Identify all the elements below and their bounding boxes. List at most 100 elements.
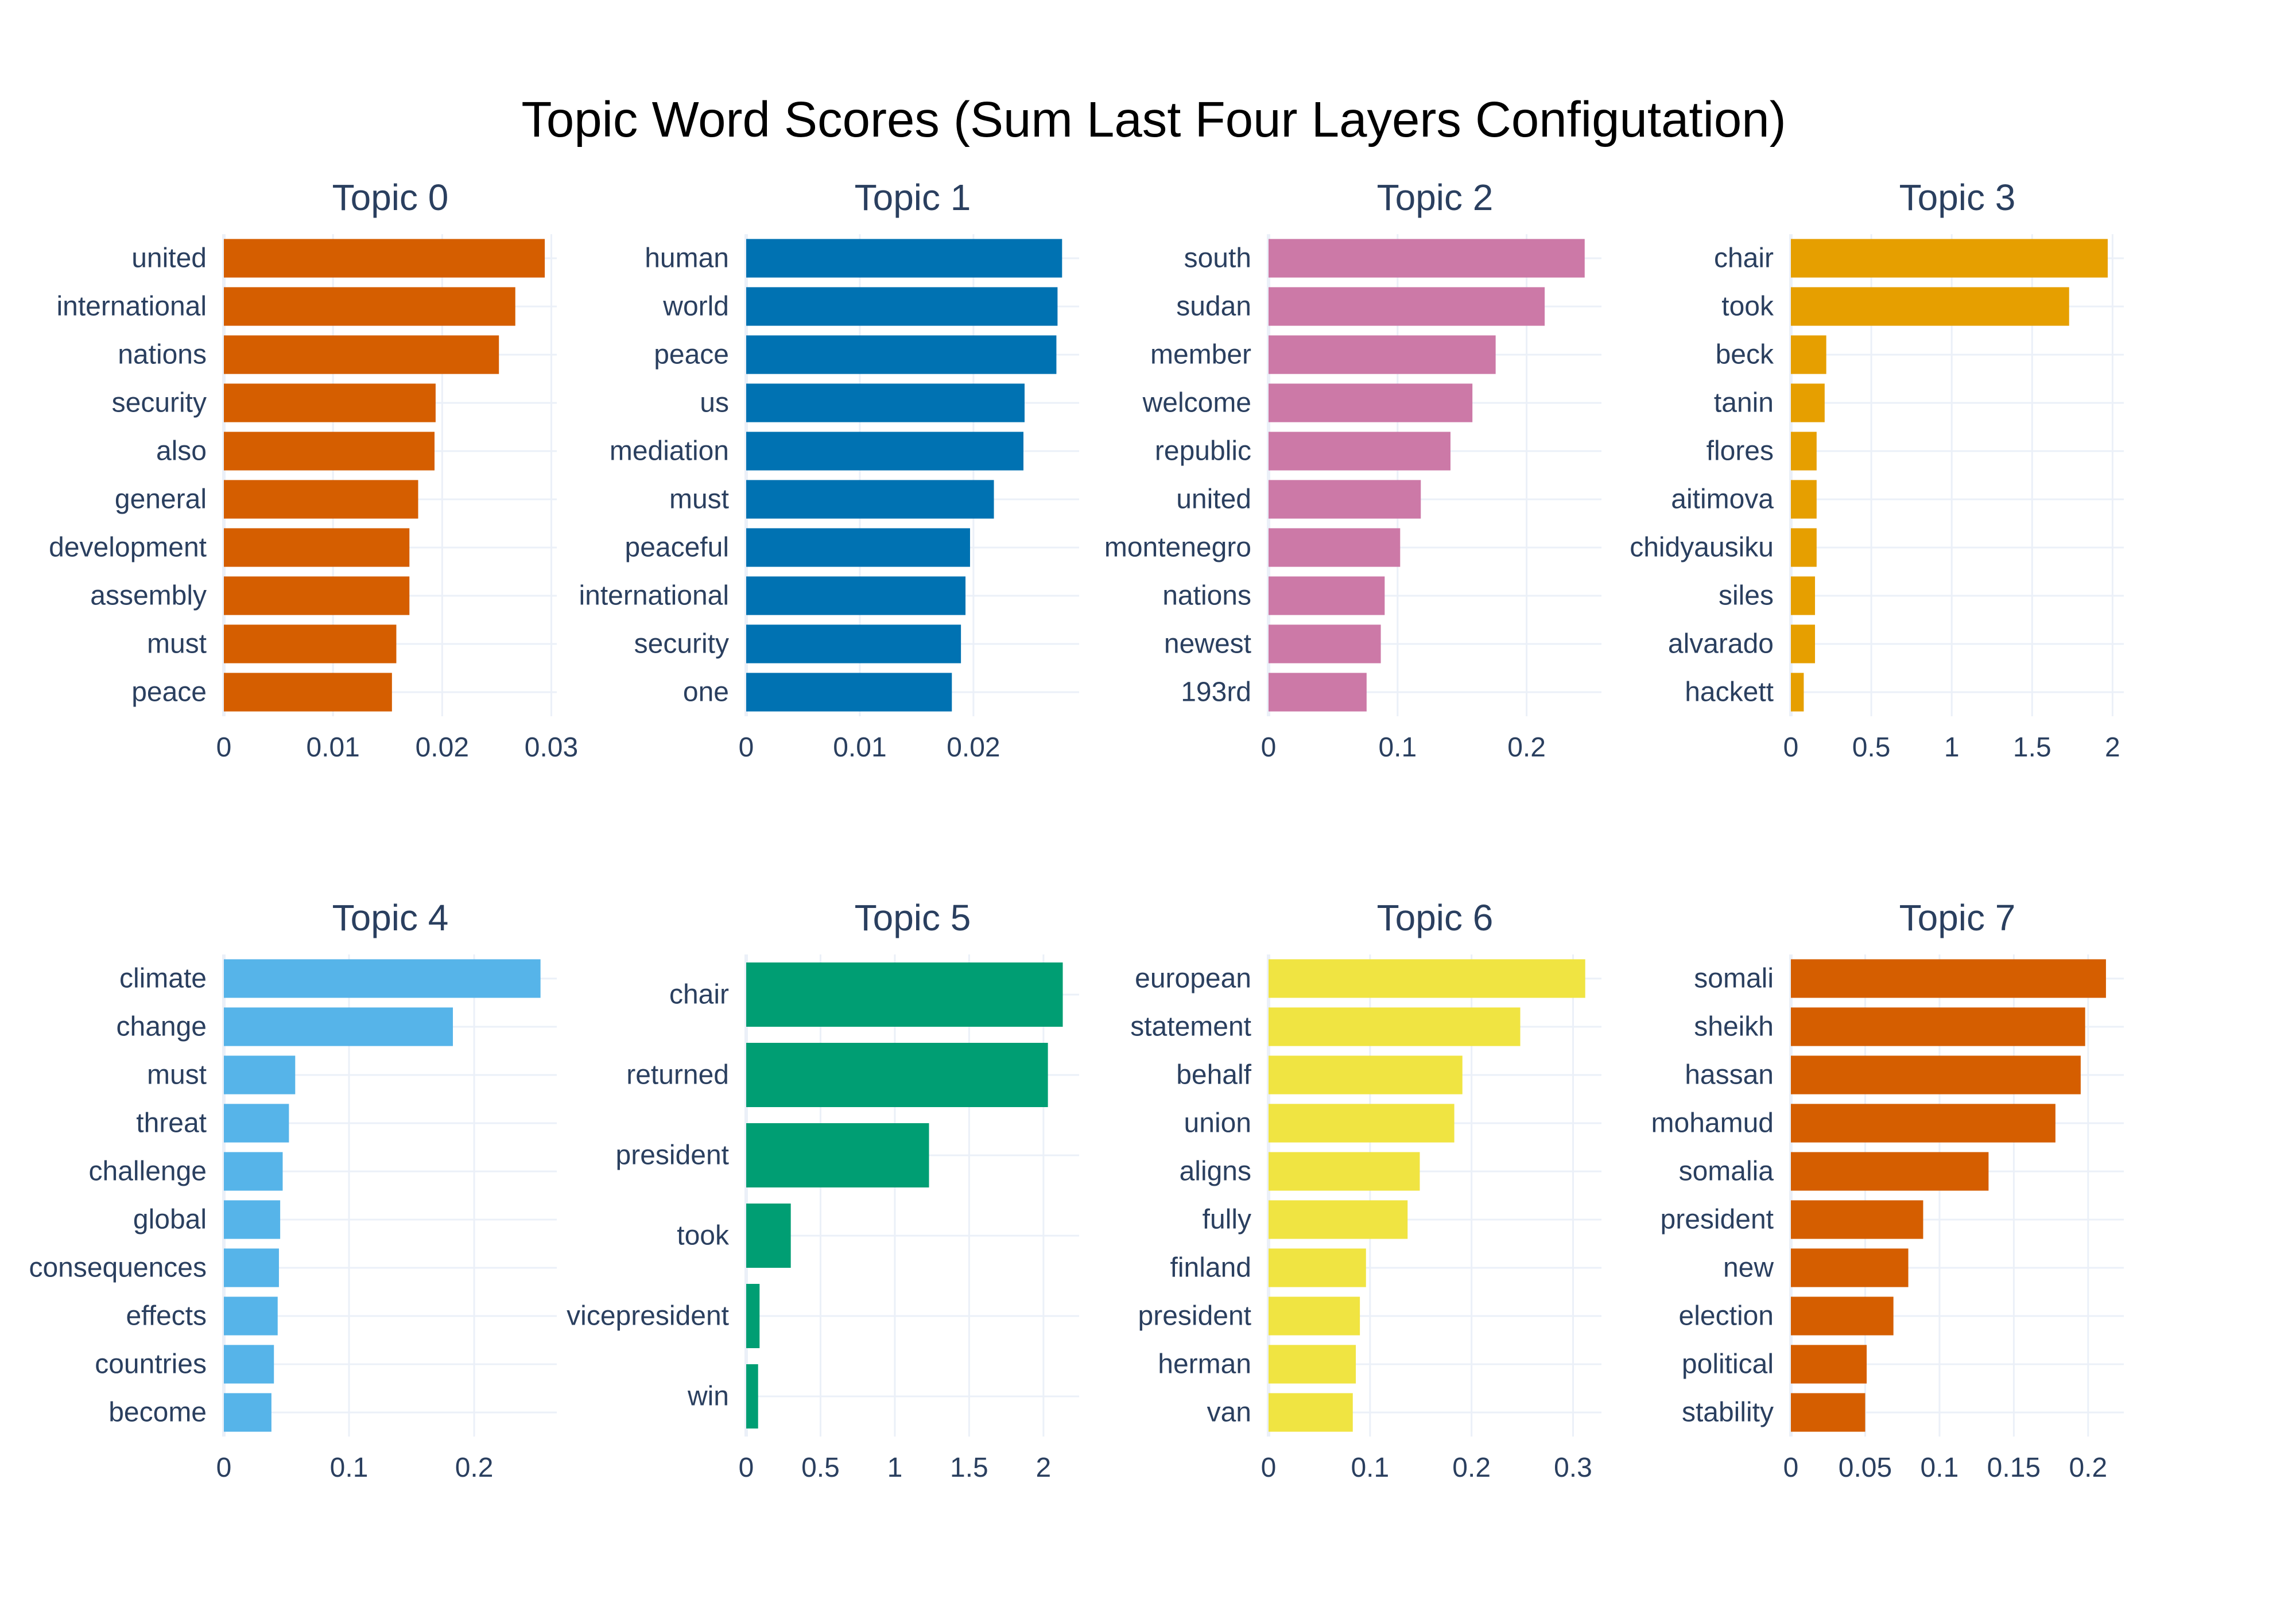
bar-united (1269, 480, 1421, 519)
category-label: president (616, 1140, 729, 1171)
bar-president (1269, 1297, 1360, 1336)
category-label: peace (654, 340, 729, 370)
subplot-title: Topic 4 (332, 897, 449, 938)
category-label: security (112, 388, 207, 418)
x-tick-label: 2 (2105, 732, 2120, 763)
bar-us (746, 383, 1025, 422)
category-label: consequences (29, 1253, 207, 1283)
bar-siles (1791, 576, 1816, 615)
bar-union (1269, 1104, 1455, 1143)
bar-security (224, 383, 436, 422)
x-tick-label: 1 (1944, 732, 1960, 763)
category-label: international (56, 292, 207, 322)
bar-climate (224, 959, 541, 998)
topic-panel-5: chair returned president took vicepresident w… (567, 897, 1079, 1483)
category-label: aitimova (1671, 484, 1774, 515)
category-label: alvarado (1668, 629, 1774, 659)
bar-development (224, 528, 410, 567)
bar-assembly (224, 576, 410, 615)
category-label: hackett (1685, 677, 1774, 708)
topic-panel-3: chair took beck tanin flores aitimova chidyaus… (1630, 177, 2124, 763)
bar-world (746, 287, 1058, 326)
category-label: international (579, 581, 729, 611)
x-tick-label: 0.1 (1378, 732, 1417, 763)
bar-european (1269, 959, 1585, 998)
category-label: took (677, 1221, 730, 1251)
bar-aitimova (1791, 480, 1817, 519)
x-tick-label: 0.2 (1507, 732, 1546, 763)
bar-returned (746, 1043, 1048, 1107)
bar-took (1791, 287, 2069, 326)
x-tick-label: 0.1 (330, 1453, 369, 1483)
bar-peaceful (746, 528, 970, 567)
bar-sheikh (1791, 1007, 2085, 1046)
category-label: welcome (1142, 388, 1251, 418)
category-label: sudan (1176, 292, 1251, 322)
category-label: also (156, 436, 207, 467)
bar-flores (1791, 432, 1817, 471)
category-label: president (1138, 1301, 1251, 1332)
x-tick-label: 0.3 (1554, 1453, 1592, 1483)
category-label: hassan (1685, 1060, 1774, 1090)
bar-global (224, 1200, 281, 1239)
category-label: security (634, 629, 729, 659)
category-label: flores (1707, 436, 1774, 467)
x-tick-label: 0.01 (833, 732, 886, 763)
category-label: nations (1162, 581, 1251, 611)
bar-peace (224, 673, 392, 712)
bar-stability (1791, 1393, 1865, 1432)
topic-panel-0: united international nations security also ge… (49, 177, 578, 763)
x-tick-label: 0.1 (1921, 1453, 1959, 1483)
bar-alvarado (1791, 624, 1816, 663)
x-tick-label: 1.5 (950, 1453, 988, 1483)
bar-peace (746, 335, 1057, 374)
category-label: somalia (1679, 1156, 1774, 1187)
bar-human (746, 239, 1062, 278)
category-label: aligns (1180, 1156, 1251, 1187)
bar-new (1791, 1248, 1909, 1287)
bar-hackett (1791, 673, 1804, 712)
bar-republic (1269, 432, 1450, 471)
category-label: human (645, 243, 729, 274)
bar-must (224, 1055, 296, 1094)
subplot-title: Topic 5 (855, 897, 971, 938)
x-tick-label: 0 (1261, 1453, 1277, 1483)
bar-win (746, 1364, 758, 1429)
category-label: peace (131, 677, 207, 708)
subplot-title: Topic 3 (1899, 177, 2016, 218)
x-tick-label: 0.01 (306, 732, 359, 763)
bar-also (224, 432, 435, 471)
x-tick-label: 0 (216, 1453, 232, 1483)
bar-newest (1269, 624, 1381, 663)
category-label: statement (1130, 1012, 1251, 1042)
category-label: beck (1716, 340, 1774, 370)
x-tick-label: 0 (216, 732, 232, 763)
x-tick-label: 0.02 (416, 732, 469, 763)
subplot-title: Topic 0 (332, 177, 449, 218)
category-label: stability (1682, 1398, 1774, 1428)
category-label: herman (1158, 1349, 1251, 1380)
category-label: newest (1164, 629, 1251, 659)
category-label: returned (626, 1060, 729, 1090)
x-tick-label: 0.2 (2069, 1453, 2107, 1483)
bar-tanin (1791, 383, 1825, 422)
category-label: election (1679, 1301, 1774, 1332)
bar-sudan (1269, 287, 1545, 326)
bar-hassan (1791, 1055, 2081, 1094)
bar-vicepresident (746, 1284, 760, 1348)
bar-international (224, 287, 515, 326)
bar-aligns (1269, 1152, 1420, 1191)
category-label: nations (118, 340, 207, 370)
bar-somalia (1791, 1152, 1989, 1191)
category-label: fully (1203, 1205, 1251, 1235)
subplot-title: Topic 1 (855, 177, 971, 218)
category-label: development (49, 533, 207, 563)
category-label: somali (1694, 964, 1774, 994)
category-label: united (1176, 484, 1251, 515)
category-label: chidyausiku (1630, 533, 1774, 563)
category-label: change (117, 1012, 207, 1042)
category-label: siles (1719, 581, 1774, 611)
category-label: behalf (1176, 1060, 1251, 1090)
category-label: one (683, 677, 729, 708)
